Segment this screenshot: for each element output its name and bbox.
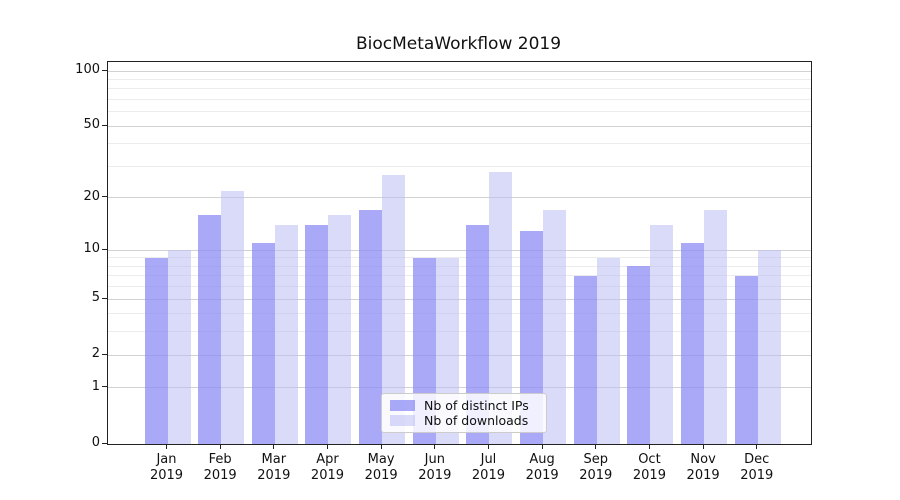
x-axis-tick: [541, 444, 543, 449]
bar-distinct-ips: [573, 275, 597, 444]
gridline-major: [108, 70, 811, 72]
y-axis-tick: [102, 386, 107, 388]
x-tick-label: Apr 2019: [310, 452, 345, 483]
bar-downloads: [167, 250, 191, 444]
chart-title: BiocMetaWorkflow 2019: [355, 34, 562, 54]
x-axis-tick: [648, 444, 650, 449]
y-axis-tick: [102, 248, 107, 250]
y-tick-label: 50: [83, 117, 100, 133]
bar-downloads: [650, 225, 674, 444]
y-tick-label: 5: [91, 290, 100, 306]
gridline-minor: [108, 275, 811, 277]
gridline-minor: [108, 265, 811, 267]
bar-distinct-ips: [198, 215, 222, 444]
gridline-minor: [108, 313, 811, 315]
bar-downloads: [382, 174, 406, 444]
gridline-minor: [108, 331, 811, 333]
gridline-minor: [108, 111, 811, 113]
bar-downloads: [221, 190, 245, 444]
bar-downloads: [596, 257, 620, 444]
bar-downloads: [757, 250, 781, 444]
x-axis-tick: [434, 444, 436, 449]
legend: Nb of distinct IPs Nb of downloads: [381, 393, 547, 433]
x-tick-label: Oct 2019: [632, 452, 666, 483]
legend-label-distinct-ips: Nb of distinct IPs: [424, 398, 529, 413]
x-tick-label: Sep 2019: [579, 452, 613, 483]
x-tick-label: Jan 2019: [149, 452, 184, 483]
y-tick-label: 1: [91, 378, 100, 394]
x-axis-tick: [273, 444, 275, 449]
y-axis-tick: [102, 124, 107, 126]
bar-distinct-ips: [681, 243, 705, 444]
gridline-minor: [108, 165, 811, 167]
bar-downloads: [328, 215, 352, 444]
x-axis-tick: [326, 444, 328, 449]
y-tick-label: 100: [75, 62, 100, 77]
legend-item-downloads: Nb of downloads: [390, 413, 538, 428]
bar-distinct-ips: [520, 230, 544, 444]
bar-distinct-ips: [251, 243, 275, 444]
gridline-major: [108, 125, 811, 127]
legend-swatch-downloads: [390, 415, 415, 426]
legend-label-downloads: Nb of downloads: [424, 413, 529, 428]
x-tick-label: Jul 2019: [471, 452, 505, 483]
y-axis-tick: [102, 297, 107, 299]
x-tick-label: Aug 2019: [525, 452, 559, 483]
bar-downloads: [704, 210, 728, 444]
x-axis-tick: [166, 444, 167, 449]
x-tick-label: Nov 2019: [686, 452, 720, 483]
gridline-major: [108, 249, 811, 251]
legend-swatch-distinct-ips: [390, 400, 415, 411]
bar-distinct-ips: [734, 275, 758, 444]
bar-downloads: [489, 171, 513, 444]
plot-area: Nb of distinct IPs Nb of downloads: [107, 61, 812, 445]
x-axis-tick: [702, 444, 704, 449]
y-tick-label: 2: [91, 346, 100, 362]
x-axis-tick: [595, 444, 597, 449]
gridline-major: [108, 197, 811, 199]
x-axis-tick: [487, 444, 489, 449]
y-axis-tick: [102, 196, 107, 198]
gridline-major: [108, 354, 811, 356]
y-tick-label: 0: [91, 435, 100, 450]
bar-distinct-ips: [627, 266, 651, 444]
y-axis-tick: [102, 69, 107, 71]
gridline-minor: [108, 98, 811, 100]
gridline-major: [108, 387, 811, 389]
gridline-major: [108, 298, 811, 300]
x-tick-label: Mar 2019: [257, 452, 291, 483]
bar-downloads: [274, 225, 298, 444]
x-axis-tick: [756, 444, 758, 449]
legend-item-distinct-ips: Nb of distinct IPs: [390, 398, 538, 413]
x-tick-label: Dec 2019: [740, 452, 774, 483]
bar-distinct-ips: [144, 257, 168, 444]
bar-distinct-ips: [359, 210, 383, 444]
x-tick-label: Feb 2019: [203, 452, 237, 483]
y-tick-label: 10: [83, 241, 100, 257]
gridline-minor: [108, 88, 811, 90]
x-axis-tick: [219, 444, 221, 449]
gridline-minor: [108, 78, 811, 80]
x-tick-label: May 2019: [364, 452, 398, 483]
y-axis-tick: [102, 353, 107, 355]
x-tick-label: Jun 2019: [418, 452, 452, 483]
gridline-minor: [108, 286, 811, 288]
bar-downloads: [543, 210, 567, 444]
x-axis-tick: [380, 444, 382, 449]
bar-distinct-ips: [305, 225, 329, 444]
y-tick-label: 20: [83, 188, 100, 204]
gridline-minor: [108, 143, 811, 145]
bar-distinct-ips: [466, 225, 490, 444]
gridline-minor: [108, 257, 811, 259]
y-axis-tick: [102, 442, 107, 444]
